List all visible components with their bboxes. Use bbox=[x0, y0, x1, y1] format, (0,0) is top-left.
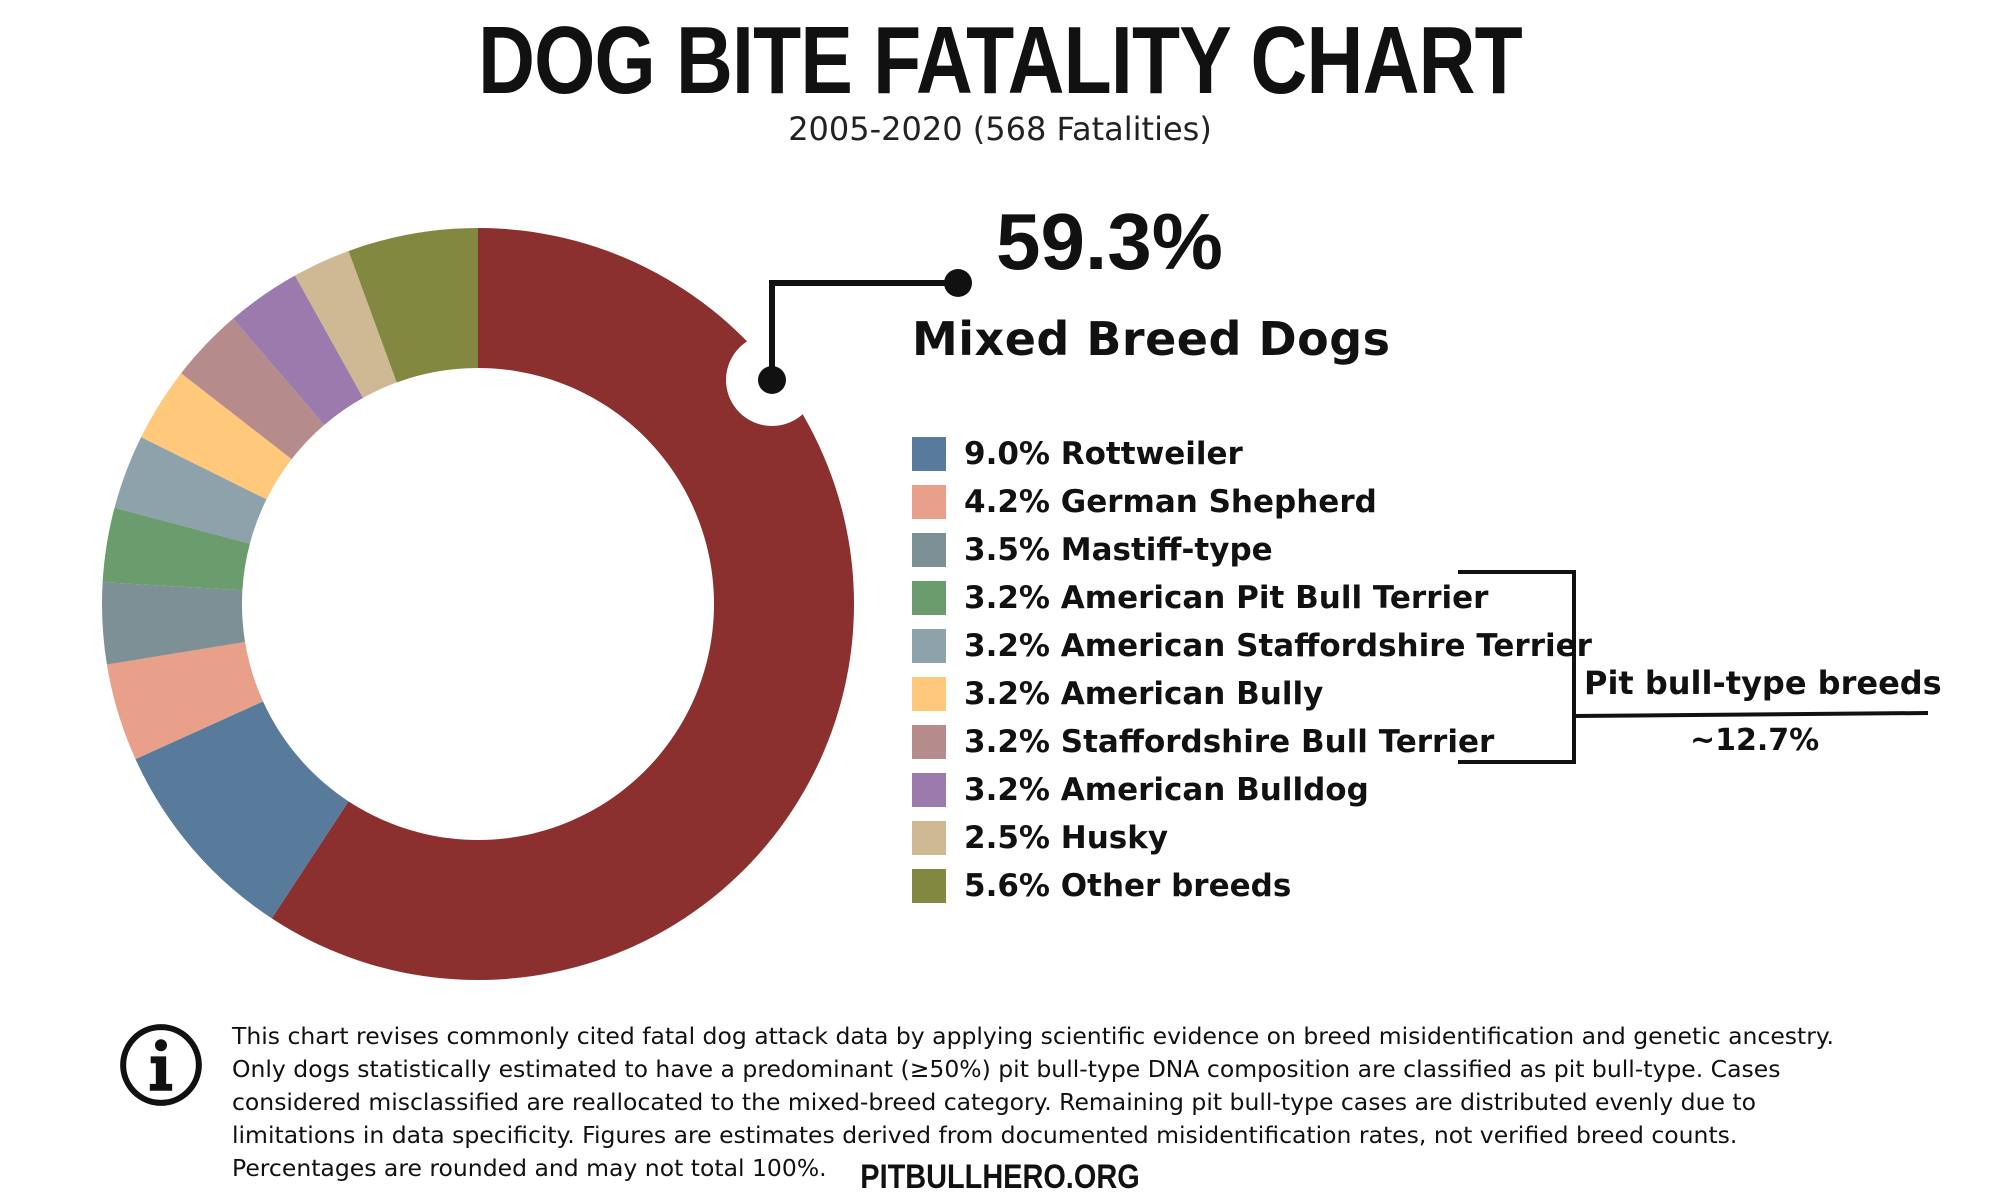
donut-slice-husky bbox=[294, 250, 397, 398]
bracket-line bbox=[1458, 570, 1576, 764]
site-url: PITBULLHERO.ORG bbox=[860, 1158, 1140, 1196]
legend-item: 3.5% Mastiff-type bbox=[912, 526, 1592, 574]
legend-label: 5.6% Other breeds bbox=[964, 868, 1292, 904]
legend-swatch bbox=[912, 533, 946, 567]
legend-swatch bbox=[912, 581, 946, 615]
donut-slice-american-staffordshire-terrier bbox=[114, 437, 267, 544]
group-label: Pit bull-type breeds bbox=[1584, 664, 1942, 702]
callout-connector bbox=[726, 269, 972, 426]
highlight-label: Mixed Breed Dogs bbox=[912, 312, 1391, 366]
legend-item: 3.2% Staffordshire Bull Terrier bbox=[912, 718, 1592, 766]
donut-slice-american-pit-bull-terrier bbox=[102, 507, 250, 591]
donut-slice-mixed-breed-dogs bbox=[271, 228, 855, 980]
legend-label: 3.2% American Pit Bull Terrier bbox=[964, 580, 1489, 616]
chart-subtitle: 2005-2020 (568 Fatalities) bbox=[788, 110, 1212, 148]
legend-label: 4.2% German Shepherd bbox=[964, 484, 1377, 520]
legend-item: 3.2% American Staffordshire Terrier bbox=[912, 622, 1592, 670]
donut-slice-staffordshire-bull-terrier bbox=[181, 318, 325, 460]
legend-label: 3.2% Staffordshire Bull Terrier bbox=[964, 724, 1495, 760]
legend-swatch bbox=[912, 821, 946, 855]
legend-swatch bbox=[912, 437, 946, 471]
donut-slice-american-bulldog bbox=[233, 275, 364, 425]
legend-swatch bbox=[912, 485, 946, 519]
donut-slice-american-bully bbox=[141, 373, 292, 500]
legend-swatch bbox=[912, 677, 946, 711]
group-value: ~12.7% bbox=[1690, 723, 1820, 758]
info-icon bbox=[120, 1024, 202, 1106]
legend-label: 3.2% American Bulldog bbox=[964, 772, 1369, 808]
legend-item: 3.2% American Bulldog bbox=[912, 766, 1592, 814]
group-bracket bbox=[1458, 570, 1929, 764]
chart-title: DOG BITE FATALITY CHART bbox=[478, 7, 1523, 114]
legend-swatch bbox=[912, 725, 946, 759]
legend-item: 3.2% American Pit Bull Terrier bbox=[912, 574, 1592, 622]
legend-item: 2.5% Husky bbox=[912, 814, 1592, 862]
methodology-note: This chart revises commonly cited fatal … bbox=[232, 1022, 1834, 1182]
legend: 9.0% Rottweiler 4.2% German Shepherd 3.5… bbox=[912, 430, 1592, 910]
legend-swatch bbox=[912, 869, 946, 903]
donut-slice-mastiff-type bbox=[101, 582, 246, 665]
highlight-percentage: 59.3% bbox=[996, 197, 1223, 286]
legend-item: 4.2% German Shepherd bbox=[912, 478, 1592, 526]
legend-swatch bbox=[912, 629, 946, 663]
legend-item: 9.0% Rottweiler bbox=[912, 430, 1592, 478]
legend-item: 5.6% Other breeds bbox=[912, 862, 1592, 910]
legend-label: 2.5% Husky bbox=[964, 820, 1169, 856]
legend-label: 3.2% American Staffordshire Terrier bbox=[964, 628, 1592, 664]
donut-slice-rottweiler bbox=[135, 701, 349, 919]
legend-item: 3.2% American Bully bbox=[912, 670, 1592, 718]
donut-slice-other-breeds bbox=[348, 228, 478, 383]
legend-swatch bbox=[912, 773, 946, 807]
callout-line bbox=[769, 280, 958, 380]
bracket-underline bbox=[1573, 711, 1929, 718]
callout-dot-inner bbox=[758, 366, 786, 394]
callout-dot-outer bbox=[944, 269, 972, 297]
donut-slice-german-shepherd bbox=[106, 641, 264, 760]
donut-slices bbox=[101, 228, 855, 980]
legend-label: 3.5% Mastiff-type bbox=[964, 532, 1273, 568]
legend-label: 9.0% Rottweiler bbox=[964, 436, 1243, 472]
legend-label: 3.2% American Bully bbox=[964, 676, 1324, 712]
